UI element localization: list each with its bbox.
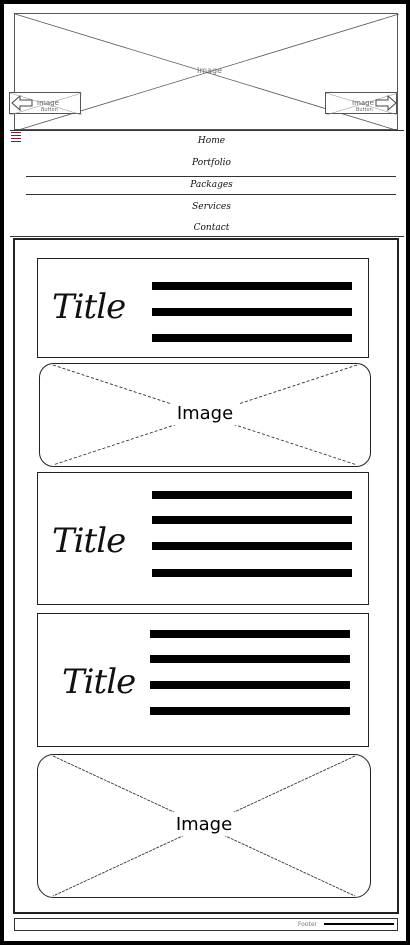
text-line <box>152 542 352 550</box>
image-placeholder-label: Image <box>177 403 233 424</box>
card-title: Title <box>52 521 126 561</box>
footer-line <box>324 923 394 925</box>
content-frame <box>13 238 399 914</box>
footer-label: Footer <box>297 921 317 928</box>
nav-item-portfolio[interactable]: Portfolio <box>192 158 231 168</box>
hero-prev-button-label: Image <box>37 99 59 107</box>
hero-next-button-frame <box>326 93 398 115</box>
text-line <box>152 282 352 290</box>
text-line <box>152 569 352 577</box>
text-line <box>150 681 350 689</box>
nav-divider <box>26 176 396 177</box>
hero-next-button[interactable]: Image Button <box>325 92 398 115</box>
hero-next-button-sublabel: Button <box>356 107 373 113</box>
page: Image Image Button Image Button Home Por… <box>4 4 406 941</box>
footer: Footer <box>14 918 398 931</box>
text-line <box>152 334 352 342</box>
text-line <box>150 630 350 638</box>
card-title: Title <box>62 662 136 702</box>
hero-image-label: Image <box>197 66 223 75</box>
image-placeholder-label: Image <box>176 814 232 835</box>
text-line <box>152 491 352 499</box>
hero-prev-button[interactable]: Image Button <box>9 92 82 115</box>
title-card: Title <box>37 258 369 358</box>
image-placeholder-graphic: Image <box>39 363 371 467</box>
menu-icon[interactable] <box>11 132 21 142</box>
title-card: Title <box>37 613 369 747</box>
card-title: Title <box>52 287 126 327</box>
text-line <box>150 707 350 715</box>
hero-next-button-label: Image <box>352 99 374 107</box>
text-line <box>150 655 350 663</box>
nav-item-services[interactable]: Services <box>192 202 231 212</box>
nav-divider <box>26 194 396 195</box>
image-placeholder: Image <box>39 363 371 467</box>
nav-item-packages[interactable]: Packages <box>190 180 233 190</box>
title-card: Title <box>37 472 369 605</box>
text-line <box>152 308 352 316</box>
nav-item-home[interactable]: Home <box>197 136 226 146</box>
hero-prev-button-frame <box>10 93 82 115</box>
arrow-right-icon <box>375 95 397 111</box>
text-line <box>152 516 352 524</box>
hero-prev-button-sublabel: Button <box>41 107 58 113</box>
nav-item-contact[interactable]: Contact <box>193 223 230 233</box>
nav-top-divider <box>10 130 404 131</box>
nav-bottom-divider <box>10 236 404 237</box>
image-placeholder: Image <box>37 754 371 898</box>
image-placeholder-graphic: Image <box>37 754 371 898</box>
arrow-left-icon <box>11 95 33 111</box>
